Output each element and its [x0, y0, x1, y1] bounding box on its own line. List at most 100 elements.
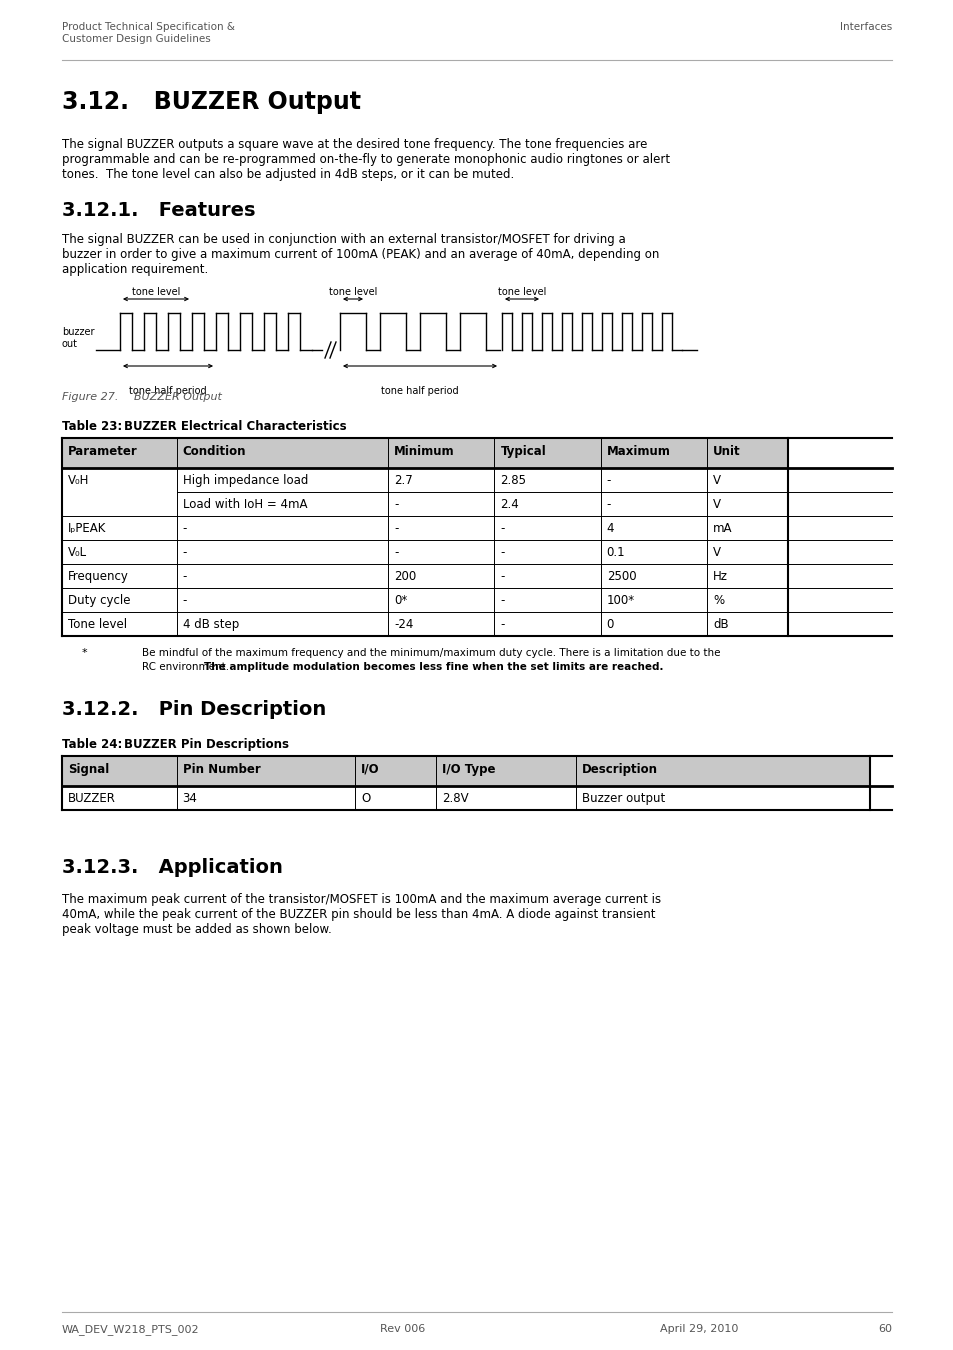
- Text: -: -: [500, 594, 504, 608]
- Text: O: O: [360, 792, 370, 805]
- Text: mA: mA: [712, 522, 732, 535]
- Bar: [494, 516, 600, 540]
- Bar: [494, 612, 600, 636]
- Text: tone half period: tone half period: [381, 386, 458, 396]
- Text: 2.7: 2.7: [394, 474, 413, 487]
- Text: 200: 200: [394, 570, 416, 583]
- Text: The signal BUZZER outputs a square wave at the desired tone frequency. The tone : The signal BUZZER outputs a square wave …: [62, 138, 647, 151]
- Text: Table 23:: Table 23:: [62, 420, 122, 433]
- Bar: [388, 468, 494, 491]
- Text: The amplitude modulation becomes less fine when the set limits are reached.: The amplitude modulation becomes less fi…: [203, 662, 662, 672]
- Bar: [436, 786, 576, 810]
- Text: 2.4: 2.4: [500, 498, 518, 512]
- Text: Hz: Hz: [712, 570, 727, 583]
- Bar: [388, 589, 494, 612]
- Text: Table 24:: Table 24:: [62, 738, 122, 751]
- Text: April 29, 2010: April 29, 2010: [659, 1324, 738, 1334]
- Text: 3.12.3.   Application: 3.12.3. Application: [62, 859, 283, 878]
- Text: High impedance load: High impedance load: [182, 474, 308, 487]
- Bar: [62, 612, 176, 636]
- Bar: [176, 589, 388, 612]
- Text: Be mindful of the maximum frequency and the minimum/maximum duty cycle. There is: Be mindful of the maximum frequency and …: [142, 648, 720, 657]
- Bar: [176, 491, 388, 516]
- Bar: [176, 516, 388, 540]
- Bar: [494, 437, 600, 468]
- Text: Frequency: Frequency: [68, 570, 129, 583]
- Text: dB: dB: [712, 618, 728, 630]
- Text: -: -: [394, 522, 398, 535]
- Bar: [706, 564, 787, 589]
- Text: 34: 34: [182, 792, 197, 805]
- Bar: [494, 468, 600, 491]
- Text: Parameter: Parameter: [68, 446, 137, 458]
- Text: Product Technical Specification &
Customer Design Guidelines: Product Technical Specification & Custom…: [62, 22, 234, 43]
- Bar: [176, 756, 355, 786]
- Bar: [62, 786, 176, 810]
- Bar: [388, 491, 494, 516]
- Text: -: -: [500, 522, 504, 535]
- Bar: [176, 437, 388, 468]
- Text: V₀H: V₀H: [68, 474, 90, 487]
- Text: -: -: [394, 498, 398, 512]
- Text: -: -: [606, 474, 611, 487]
- Text: RC environment.: RC environment.: [142, 662, 233, 672]
- Bar: [706, 589, 787, 612]
- Text: BUZZER Electrical Characteristics: BUZZER Electrical Characteristics: [124, 420, 346, 433]
- Bar: [62, 589, 176, 612]
- Text: The signal BUZZER can be used in conjunction with an external transistor/MOSFET : The signal BUZZER can be used in conjunc…: [62, 234, 625, 246]
- Text: peak voltage must be added as shown below.: peak voltage must be added as shown belo…: [62, 923, 332, 936]
- Text: 0*: 0*: [394, 594, 407, 608]
- Text: BUZZER: BUZZER: [68, 792, 115, 805]
- Bar: [355, 786, 436, 810]
- Bar: [355, 756, 436, 786]
- Text: -: -: [182, 570, 187, 583]
- Text: -24: -24: [394, 618, 414, 630]
- Text: 100*: 100*: [606, 594, 634, 608]
- Text: tone half period: tone half period: [129, 386, 207, 396]
- Text: 3.12.2.   Pin Description: 3.12.2. Pin Description: [62, 701, 326, 720]
- Bar: [176, 564, 388, 589]
- Bar: [62, 756, 176, 786]
- Bar: [494, 564, 600, 589]
- Bar: [706, 612, 787, 636]
- Bar: [706, 437, 787, 468]
- Bar: [706, 491, 787, 516]
- Bar: [706, 468, 787, 491]
- Text: Figure 27.: Figure 27.: [62, 392, 118, 402]
- Text: Condition: Condition: [182, 446, 246, 458]
- Text: Maximum: Maximum: [606, 446, 670, 458]
- Bar: [576, 786, 869, 810]
- Text: V: V: [712, 474, 720, 487]
- Bar: [62, 437, 176, 468]
- Text: V: V: [712, 545, 720, 559]
- Text: *: *: [82, 648, 88, 657]
- Bar: [62, 516, 176, 540]
- Text: 3.12.1.   Features: 3.12.1. Features: [62, 201, 255, 220]
- Text: tone level: tone level: [132, 288, 180, 297]
- Bar: [576, 756, 869, 786]
- Text: programmable and can be re-programmed on-the-fly to generate monophonic audio ri: programmable and can be re-programmed on…: [62, 153, 669, 166]
- Text: 60: 60: [877, 1324, 891, 1334]
- Bar: [600, 612, 706, 636]
- Bar: [388, 612, 494, 636]
- Text: Signal: Signal: [68, 763, 110, 776]
- Bar: [600, 491, 706, 516]
- Text: IₚPEAK: IₚPEAK: [68, 522, 107, 535]
- Text: -: -: [394, 545, 398, 559]
- Bar: [436, 756, 576, 786]
- Text: V₀L: V₀L: [68, 545, 87, 559]
- Text: -: -: [182, 545, 187, 559]
- Bar: [62, 540, 176, 564]
- Text: -: -: [182, 594, 187, 608]
- Bar: [62, 468, 176, 491]
- Bar: [388, 564, 494, 589]
- Text: Rev 006: Rev 006: [379, 1324, 425, 1334]
- Bar: [494, 589, 600, 612]
- Text: buzzer
out: buzzer out: [62, 327, 94, 348]
- Bar: [706, 516, 787, 540]
- Text: V: V: [712, 498, 720, 512]
- Text: I/O: I/O: [360, 763, 379, 776]
- Text: Duty cycle: Duty cycle: [68, 594, 131, 608]
- Text: -: -: [500, 618, 504, 630]
- Text: Typical: Typical: [500, 446, 546, 458]
